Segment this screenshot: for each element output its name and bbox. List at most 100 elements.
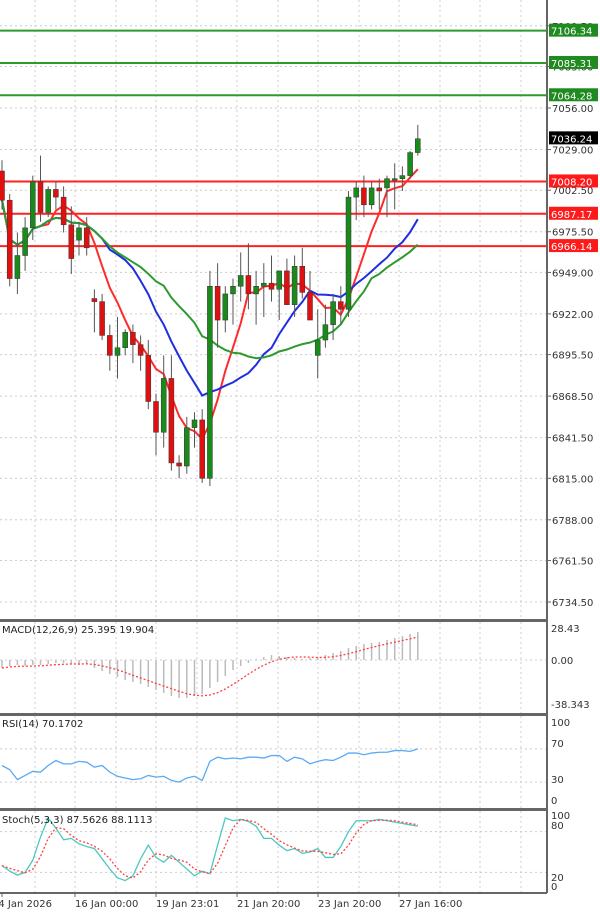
bull-candle xyxy=(237,275,244,287)
support-tag xyxy=(549,239,598,253)
bear-candle xyxy=(37,181,44,213)
price-axis-label: 6975.50 xyxy=(552,228,593,239)
resistance-tag-text: 7106.34 xyxy=(551,27,592,38)
bull-candle xyxy=(353,187,359,198)
resistance-tag xyxy=(549,88,598,102)
bear-candle xyxy=(245,275,252,295)
bear-candle xyxy=(107,335,113,356)
bull-candle xyxy=(322,324,329,341)
resistance-tag-text: 7085.31 xyxy=(551,59,592,70)
time-axis-label: 19 Jan 23:01 xyxy=(156,899,219,910)
bull-candle xyxy=(114,347,121,356)
support-tag-text: 7008.20 xyxy=(551,177,592,188)
stoch-panel xyxy=(0,816,547,882)
time-axis-label: 16 Jan 00:00 xyxy=(75,899,138,910)
bull-candle xyxy=(407,152,413,176)
price-axis-label: 7002.50 xyxy=(552,186,593,197)
bear-candle xyxy=(0,170,5,201)
indicator-axis-label: 100 xyxy=(551,718,570,729)
support-tag-text: 6987.17 xyxy=(551,210,592,221)
bull-candle xyxy=(160,378,167,433)
price-axis-label: 6761.50 xyxy=(552,557,593,568)
panel-divider xyxy=(0,808,548,811)
bull-candle xyxy=(276,270,282,290)
bear-candle xyxy=(153,401,159,433)
bear-candle xyxy=(130,332,136,345)
indicator-axis-label: 30 xyxy=(551,775,564,786)
bear-candle xyxy=(199,419,205,479)
resistance-tag xyxy=(549,23,598,37)
support-tag xyxy=(549,174,598,188)
bull-candle xyxy=(222,293,229,321)
price-axis-label: 6868.50 xyxy=(552,392,593,403)
price-axis-label: 7056.00 xyxy=(552,104,593,115)
bull-candle xyxy=(253,285,259,295)
bear-candle xyxy=(60,196,67,226)
bear-candle xyxy=(307,292,313,321)
bear-candle xyxy=(53,189,59,198)
time-axis-label: 14 Jan 2026 xyxy=(0,899,52,910)
panel-frames xyxy=(0,0,548,894)
bull-candle xyxy=(291,266,298,305)
support-tag-text: 6966.14 xyxy=(551,242,592,253)
macd-panel xyxy=(0,632,547,698)
bear-candle xyxy=(338,301,344,310)
rsi-panel xyxy=(0,748,547,783)
bull-candle xyxy=(184,427,190,467)
bull-candle xyxy=(368,187,375,206)
bear-candle xyxy=(145,355,152,402)
bear-candle xyxy=(91,298,98,302)
time-axis: 14 Jan 2026 16 Jan 00:00 19 Jan 23:01 21 Ja… xyxy=(0,893,462,910)
bear-candle xyxy=(6,199,13,279)
bull-candle xyxy=(399,175,406,179)
stoch-main-line xyxy=(1,816,418,882)
panel-divider xyxy=(0,619,548,622)
indicator-axis-label: 100 xyxy=(551,811,570,822)
price-axis-label: 6734.50 xyxy=(552,598,593,609)
stoch-signal-line xyxy=(1,818,418,879)
current-price-tag-text: 7036.24 xyxy=(551,134,592,145)
bull-candle xyxy=(14,255,21,279)
bull-candle xyxy=(122,332,128,348)
time-axis-label: 23 Jan 20:00 xyxy=(318,899,381,910)
price-axis-label: 6949.00 xyxy=(552,268,593,279)
indicator-axis-label: -38.343 xyxy=(551,700,590,711)
indicator-axis-label: 0 xyxy=(551,882,557,893)
indicator-axis-label: 0 xyxy=(551,796,557,807)
bear-candle xyxy=(68,224,75,259)
bull-candle xyxy=(45,189,51,213)
bull-candle xyxy=(415,138,421,153)
price-axis-label: 6788.00 xyxy=(552,516,593,527)
bear-candle xyxy=(361,187,367,206)
bear-candle xyxy=(284,270,290,305)
macd-label: MACD(12,26,9) 25.395 19.904 xyxy=(2,625,154,636)
bull-candle xyxy=(314,339,321,356)
price-axis-label: 7029.00 xyxy=(552,145,593,156)
bull-candle xyxy=(391,178,398,181)
indicator-axis-label: 80 xyxy=(551,821,564,832)
bull-candle xyxy=(30,181,36,229)
rsi-label: RSI(14) 70.1702 xyxy=(2,719,83,730)
bull-candle xyxy=(384,178,390,189)
indicator-axis-label: 70 xyxy=(551,739,564,750)
price-axis: 7109.507083.007056.007029.007002.506975.… xyxy=(547,22,598,893)
bear-candle xyxy=(168,378,175,464)
bull-candle xyxy=(345,196,352,310)
support-tag xyxy=(549,206,598,220)
resistance-tag-text: 7064.28 xyxy=(551,91,592,102)
bear-candle xyxy=(268,282,275,290)
bear-candle xyxy=(376,187,383,192)
panel-divider xyxy=(0,713,548,716)
time-axis-label: 21 Jan 20:00 xyxy=(237,899,300,910)
rsi-line xyxy=(1,748,418,783)
bear-candle xyxy=(83,227,90,249)
resistance-tag xyxy=(549,55,598,69)
price-axis-label: 6922.00 xyxy=(552,310,593,321)
bull-candle xyxy=(191,419,198,428)
price-axis-label: 6841.50 xyxy=(552,434,593,445)
bull-candle xyxy=(330,301,336,325)
price-axis-label: 6815.00 xyxy=(552,474,593,485)
bull-candle xyxy=(207,285,213,479)
bull-candle xyxy=(230,285,236,295)
